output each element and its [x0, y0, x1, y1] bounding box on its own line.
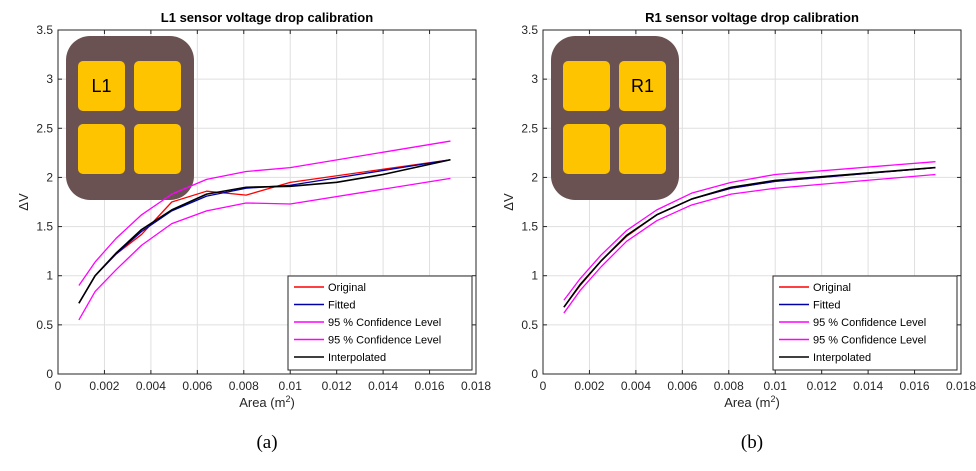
x-tick-label: 0.004	[621, 379, 651, 393]
legend-entry-label: Fitted	[813, 300, 841, 312]
x-tick-label: 0.012	[807, 379, 837, 393]
y-axis-label: ΔV	[16, 193, 31, 211]
y-tick-label: 3	[46, 72, 53, 86]
sensor-pad-illustration: R1	[551, 36, 679, 200]
y-tick-label: 1.5	[521, 220, 538, 234]
x-tick-label: 0	[55, 379, 62, 393]
sensor-pad	[563, 61, 610, 111]
series-line-interpolated	[78, 158, 451, 304]
sensor-pad-illustration: L1	[66, 36, 194, 200]
x-tick-label: 0.002	[574, 379, 604, 393]
legend-box	[287, 275, 473, 371]
series-line-95-confidence-level-upper	[78, 140, 451, 286]
legend-box	[772, 275, 958, 371]
y-tick-label: 2	[531, 170, 538, 184]
y-axis-label: ΔV	[501, 193, 516, 211]
chart-r1: R1 0 0.002 0.004 0.006 0.008 0.01 0.012 0.014 0.0…	[501, 10, 976, 453]
sensor-board	[66, 36, 194, 200]
legend-entry-label: Original	[813, 282, 851, 294]
x-tick-label: 0.008	[229, 379, 259, 393]
x-tick-label: 0.014	[368, 379, 398, 393]
sensor-pad	[134, 124, 181, 174]
figure-caption: (b)	[741, 432, 763, 453]
x-tick-label: 0.004	[136, 379, 166, 393]
x-axis-label-main: Area (m	[724, 395, 770, 410]
y-tick-label: 2.5	[36, 121, 53, 135]
legend-entry-label: 95 % Confidence Level	[328, 335, 441, 347]
sensor-pad	[134, 61, 181, 111]
axes-box	[542, 29, 962, 375]
y-tick-label: 3.5	[36, 23, 53, 37]
legend-entry-label: Original	[328, 282, 366, 294]
x-tick-label: 0.014	[853, 379, 883, 393]
y-tick-label: 3.5	[521, 23, 538, 37]
series-line-interpolated	[563, 166, 936, 308]
x-axis-label-exponent: 2	[770, 394, 775, 404]
sensor-board	[551, 36, 679, 200]
sensor-pad	[619, 61, 666, 111]
legend-entry-label: 95 % Confidence Level	[328, 317, 441, 329]
legend-entry-label: Fitted	[328, 300, 356, 312]
x-tick-label: 0.018	[461, 379, 491, 393]
sensor-pad	[78, 124, 125, 174]
x-tick-label: 0.016	[900, 379, 930, 393]
x-tick-label: 0.018	[946, 379, 976, 393]
x-tick-label: 0.01	[764, 379, 788, 393]
x-axis-label: Area (m2)	[724, 394, 780, 410]
x-axis-label-end: )	[775, 395, 779, 410]
x-tick-label: 0.016	[415, 379, 445, 393]
series-line-95-confidence-level-lower	[563, 173, 936, 314]
x-tick-label: 0.01	[279, 379, 303, 393]
y-tick-label: 1.5	[36, 220, 53, 234]
x-tick-label: 0.012	[322, 379, 352, 393]
x-axis-label-exponent: 2	[285, 394, 290, 404]
legend-entry-label: Interpolated	[813, 352, 871, 364]
y-tick-label: 0.5	[36, 318, 53, 332]
x-axis-label-main: Area (m	[239, 395, 285, 410]
legend-entry-label: 95 % Confidence Level	[813, 317, 926, 329]
x-tick-label: 0.002	[89, 379, 119, 393]
y-tick-label: 0	[46, 367, 53, 381]
legend: Original Fitted 95 % Confidence Level 95 % …	[772, 275, 958, 371]
y-tick-label: 1	[46, 269, 53, 283]
chart-l1: L1 0 0.002 0.004 0.006 0.008 0.01 0.012 0.014 0.0…	[16, 10, 491, 453]
x-axis-label: Area (m2)	[239, 394, 295, 410]
x-tick-label: 0.006	[182, 379, 212, 393]
x-axis-label-end: )	[290, 395, 294, 410]
series-line-95-confidence-level-upper	[563, 161, 936, 301]
y-tick-label: 2	[46, 170, 53, 184]
legend: Original Fitted 95 % Confidence Level 95 % …	[287, 275, 473, 371]
y-tick-label: 0.5	[521, 318, 538, 332]
y-tick-label: 0	[531, 367, 538, 381]
sensor-label: R1	[631, 76, 654, 96]
x-tick-label: 0.006	[667, 379, 697, 393]
sensor-pad	[78, 61, 125, 111]
x-tick-label: 0.008	[714, 379, 744, 393]
chart-title: L1 sensor voltage drop calibration	[161, 10, 373, 25]
legend-entry-label: 95 % Confidence Level	[813, 335, 926, 347]
sensor-pad	[619, 124, 666, 174]
y-tick-label: 3	[531, 72, 538, 86]
x-tick-label: 0	[540, 379, 547, 393]
sensor-label: L1	[91, 76, 111, 96]
y-tick-label: 2.5	[521, 121, 538, 135]
y-tick-label: 1	[531, 269, 538, 283]
axes-box	[57, 29, 477, 375]
chart-title: R1 sensor voltage drop calibration	[645, 10, 859, 25]
figure-caption: (a)	[256, 432, 277, 453]
legend-entry-label: Interpolated	[328, 352, 386, 364]
series-line-95-confidence-level-lower	[78, 177, 451, 321]
sensor-pad	[563, 124, 610, 174]
